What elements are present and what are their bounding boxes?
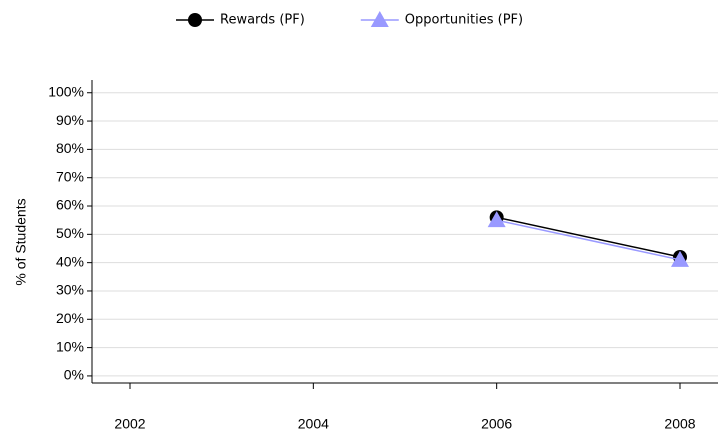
x-tick-label: 2006 xyxy=(481,416,512,432)
legend-label: Rewards (PF) xyxy=(220,13,305,28)
y-tick-label: 90% xyxy=(56,112,84,128)
marker xyxy=(188,13,202,27)
y-tick-label: 70% xyxy=(56,168,84,184)
y-tick-label: 30% xyxy=(56,282,84,298)
y-tick-label: 10% xyxy=(56,338,84,354)
marker xyxy=(671,250,689,267)
x-tick-label: 2004 xyxy=(298,416,329,432)
y-axis-label: % of Students xyxy=(13,198,29,285)
legend: Rewards (PF) Opportunities (PF) xyxy=(176,11,523,28)
y-tick-label: 50% xyxy=(56,225,84,241)
y-tick-label: 20% xyxy=(56,310,84,326)
marker xyxy=(487,211,506,228)
marker xyxy=(370,11,389,27)
y-tick-label: 100% xyxy=(48,83,84,99)
x-tick-label: 2002 xyxy=(114,416,145,432)
x-tick-label: 2008 xyxy=(664,416,695,432)
y-tick-label: 40% xyxy=(56,253,84,269)
series-line xyxy=(496,219,681,261)
y-tick-label: 0% xyxy=(64,367,84,383)
y-tick-label: 60% xyxy=(56,197,84,213)
series-line xyxy=(496,216,681,258)
legend-label: Opportunities (PF) xyxy=(405,13,523,28)
y-tick-label: 80% xyxy=(56,140,84,156)
